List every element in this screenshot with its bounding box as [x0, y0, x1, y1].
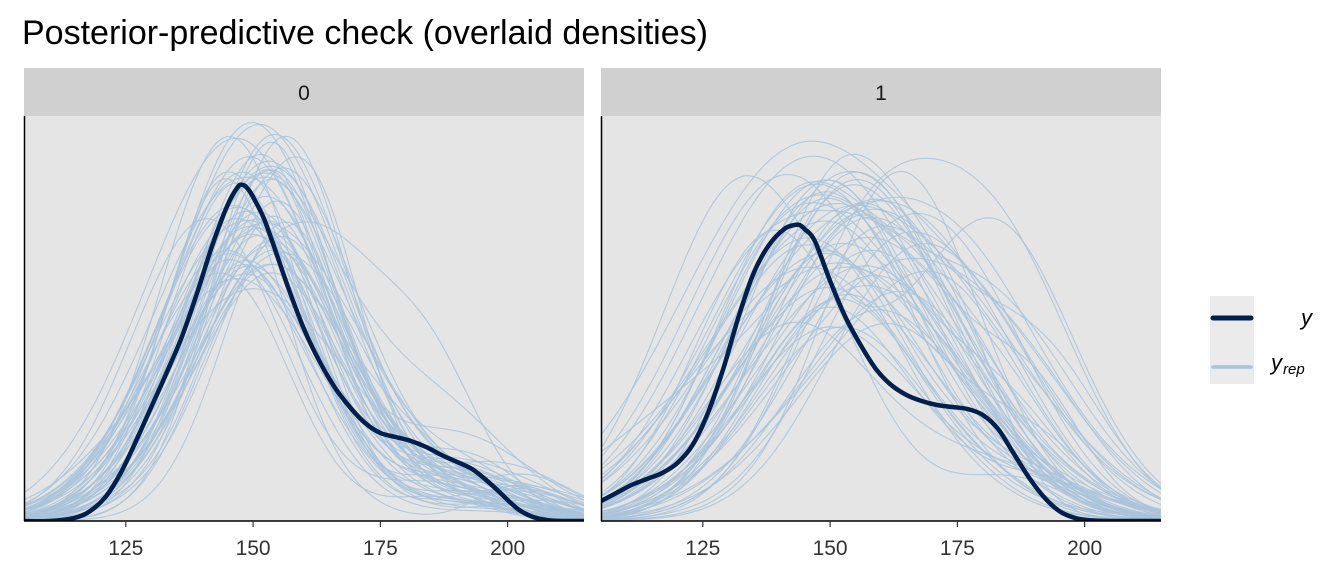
yrep-density-line — [601, 183, 1161, 512]
facet-strip-label-0: 0 — [298, 82, 310, 105]
legend-label-yrep: yrep — [1269, 350, 1305, 378]
x-tick-label: 175 — [940, 537, 975, 560]
yrep-density-line — [601, 290, 1161, 519]
legend-label-y: y — [1299, 305, 1314, 330]
x-tick-label: 150 — [813, 537, 848, 560]
yrep-density-line — [601, 209, 1161, 514]
y-density-line-1 — [601, 222, 1161, 521]
facet-panels: 0 125 150 175 200 1 125 150 175 200 — [23, 68, 1161, 560]
yrep-density-line — [601, 265, 1161, 519]
facet-strip-label-1: 1 — [875, 82, 887, 105]
yrep-density-line — [601, 285, 1161, 518]
yrep-density-line — [601, 184, 1161, 520]
chart-title: Posterior-predictive check (overlaid den… — [22, 14, 708, 52]
yrep-density-line — [24, 204, 584, 521]
yrep-density-line — [24, 156, 584, 507]
y-density-line-0 — [24, 182, 584, 521]
yrep-density-line — [24, 221, 584, 521]
yrep-density-line — [601, 294, 1161, 519]
yrep-density-line — [24, 225, 584, 511]
yrep-density-line — [601, 262, 1161, 520]
x-tick-label: 150 — [236, 537, 271, 560]
yrep-density-line — [601, 194, 1161, 511]
yrep-density-line — [601, 286, 1161, 520]
yrep-density-line — [601, 173, 1161, 513]
panel-background-1 — [601, 116, 1161, 521]
yrep-density-line — [601, 191, 1161, 519]
yrep-density-line — [601, 197, 1161, 520]
yrep-density-line — [24, 272, 584, 521]
legend-key-bg-yrep — [1210, 340, 1254, 384]
yrep-density-line — [24, 121, 584, 518]
facet-panel-1: 1 125 150 175 200 — [600, 68, 1161, 560]
yrep-density-line — [601, 175, 1161, 485]
yrep-density-line — [24, 168, 584, 521]
yrep-density-line — [601, 257, 1161, 515]
density-lines-0 — [24, 121, 584, 521]
facet-strip-1 — [601, 68, 1161, 116]
yrep-density-line — [601, 321, 1161, 512]
yrep-density-line — [24, 252, 584, 521]
legend-label-yrep-sub: rep — [1283, 361, 1305, 378]
x-tick-label: 175 — [363, 537, 398, 560]
density-lines-1 — [601, 140, 1161, 521]
yrep-density-line — [24, 176, 584, 516]
facet-strip-0 — [24, 68, 584, 116]
yrep-density-line — [24, 259, 584, 520]
yrep-density-line — [601, 225, 1161, 520]
yrep-density-line — [601, 237, 1161, 521]
x-tick-label: 200 — [490, 537, 525, 560]
yrep-density-line — [24, 153, 584, 519]
yrep-density-line — [24, 195, 584, 521]
yrep-density-line — [24, 217, 584, 518]
yrep-density-line — [601, 157, 1161, 521]
facet-panel-0: 0 125 150 175 200 — [23, 68, 584, 560]
x-tick-label: 125 — [108, 537, 143, 560]
yrep-density-line — [601, 298, 1161, 521]
legend: y yrep — [1210, 296, 1314, 384]
yrep-density-line — [24, 221, 584, 516]
x-tick-label: 125 — [685, 537, 720, 560]
legend-label-yrep-main: y — [1269, 350, 1284, 375]
yrep-density-line — [601, 244, 1161, 514]
x-tick-label: 200 — [1067, 537, 1102, 560]
